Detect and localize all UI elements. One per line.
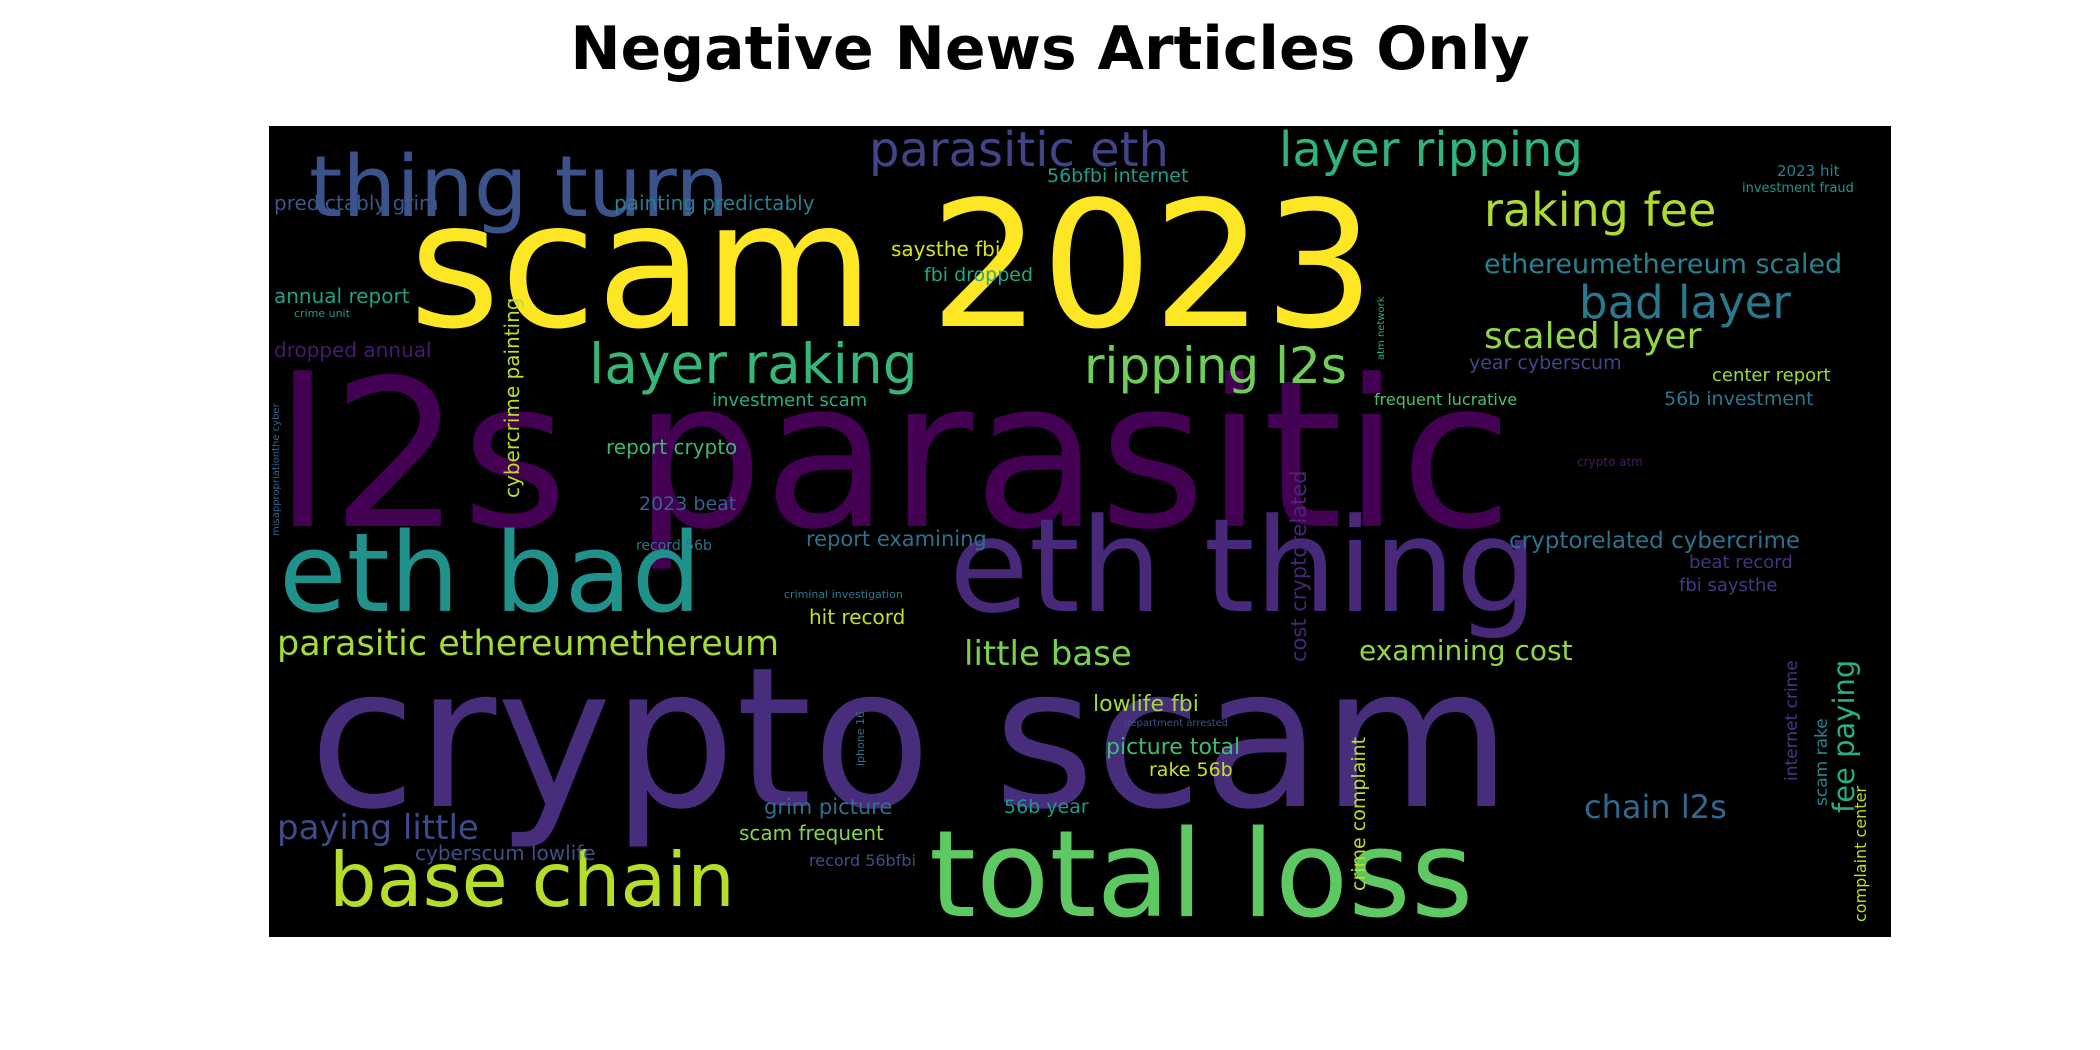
word-layer-raking: layer raking xyxy=(589,332,918,396)
word-cloud: l2s parasitic crypto scam scam 2023 total l… xyxy=(269,126,1891,937)
word-atm-network: atm network xyxy=(1376,296,1387,360)
word-parasitic-ethereumethereum: parasitic ethereumethereum xyxy=(277,624,779,664)
word-eth-bad: eth bad xyxy=(279,509,702,637)
word-complaint-center: complaint center xyxy=(1851,786,1870,922)
word-hit-record: hit record xyxy=(809,605,905,629)
word-fbi-dropped: fbi dropped xyxy=(924,264,1033,286)
word-year-cyberscum: year cyberscum xyxy=(1469,352,1622,374)
word-crime-complaint: crime complaint xyxy=(1348,737,1370,891)
word-saysthe-fbi: saysthe fbi xyxy=(891,237,1000,261)
word-dropped-annual: dropped annual xyxy=(274,338,432,362)
word-examining-cost: examining cost xyxy=(1359,634,1573,667)
word-eth-thing: eth thing xyxy=(949,490,1538,642)
word-l2s-parasitic: l2s parasitic xyxy=(274,337,1513,575)
word-report-crypto: report crypto xyxy=(606,435,737,459)
word-predictably-grim: predictably grim xyxy=(274,191,439,215)
word-cost-cryptorelated: cost cryptorelated xyxy=(1287,470,1311,662)
word-scam-frequent: scam frequent xyxy=(739,821,884,845)
word-56b-investment: 56b investment xyxy=(1664,388,1814,410)
word-scam-2023: scam 2023 xyxy=(409,165,1375,368)
word-internet-crime: internet crime xyxy=(1782,660,1802,781)
word-report-examining: report examining xyxy=(806,527,987,551)
word-criminal-investigation: criminal investigation xyxy=(784,588,903,601)
word-56b-year: 56b year xyxy=(1004,796,1089,818)
word-scam-rake: scam rake xyxy=(1812,718,1832,806)
word-layer-ripping: layer ripping xyxy=(1279,126,1583,178)
word-raking-fee: raking fee xyxy=(1484,183,1716,237)
word-crypto-atm: crypto atm xyxy=(1577,455,1643,469)
word-scaled-layer: scaled layer xyxy=(1484,316,1702,357)
word-fbi-saysthe: fbi saysthe xyxy=(1679,575,1777,596)
word-frequent-lucrative: frequent lucrative xyxy=(1374,390,1517,409)
word-fee-paying: fee paying xyxy=(1827,660,1861,813)
word-base-chain: base chain xyxy=(329,836,735,924)
word-iphone-16: iphone 16 xyxy=(854,711,867,766)
word-crypto-scam: crypto scam xyxy=(309,625,1512,852)
word-56bfbi-internet: 56bfbi internet xyxy=(1047,165,1188,187)
word-crime-unit: crime unit xyxy=(294,307,351,320)
word-little-base: little base xyxy=(964,634,1132,674)
chart-title: Negative News Articles Only xyxy=(570,14,1530,84)
word-2023-beat: 2023 beat xyxy=(639,493,736,515)
word-record-56b: record 56b xyxy=(636,538,712,554)
word-lowlife-fbi: lowlife fbi xyxy=(1093,692,1199,717)
word-beat-record: beat record xyxy=(1689,552,1793,573)
word-cyberscum-lowlife: cyberscum lowlife xyxy=(415,841,596,865)
word-picture-total: picture total xyxy=(1106,735,1240,760)
word-center-report: center report xyxy=(1712,365,1831,386)
word-cryptorelated-cybercrime: cryptorelated cybercrime xyxy=(1509,528,1800,554)
word-chain-l2s: chain l2s xyxy=(1584,788,1727,826)
word-department-arrested: department arrested xyxy=(1124,718,1228,729)
word-investment-scam: investment scam xyxy=(712,390,867,411)
word-annual-report: annual report xyxy=(274,284,410,308)
word-rake-56b: rake 56b xyxy=(1149,759,1233,781)
word-thing-turn: thing turn xyxy=(309,138,729,237)
word-grim-picture: grim picture xyxy=(764,795,892,819)
word-painting-predictably: painting predictably xyxy=(614,191,815,215)
word-cloud-canvas: l2s parasitic crypto scam scam 2023 total l… xyxy=(271,126,1870,937)
word-investment-fraud: investment fraud xyxy=(1742,181,1854,196)
word-cybercrime-painting: cybercrime painting xyxy=(500,298,524,499)
word-ripping-l2s: ripping l2s xyxy=(1084,337,1347,395)
word-misappropriationthe-cyber: misappropriationthe cyber xyxy=(271,402,282,536)
word-paying-little: paying little xyxy=(277,808,479,848)
word-bad-layer: bad layer xyxy=(1579,276,1791,329)
word-total-loss: total loss xyxy=(929,806,1473,937)
word-ethereumethereum-scaled: ethereumethereum scaled xyxy=(1484,249,1842,280)
word-parasitic-eth: parasitic eth xyxy=(869,126,1169,178)
word-2023-hit: 2023 hit xyxy=(1777,162,1840,180)
word-record-56bfbi: record 56bfbi xyxy=(809,851,916,870)
